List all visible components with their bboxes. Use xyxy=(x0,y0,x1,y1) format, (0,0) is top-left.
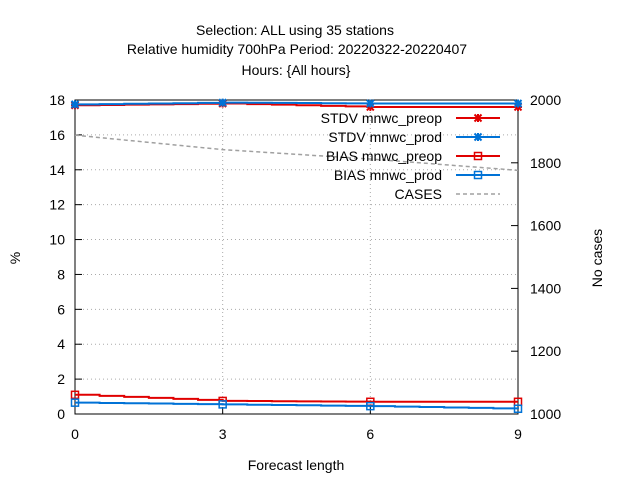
y-tick-label: 16 xyxy=(49,127,65,143)
grid xyxy=(75,100,518,414)
y-tick-label: 18 xyxy=(49,92,65,108)
data-point xyxy=(366,99,375,108)
axes: 0 2 4 6 8 10 12 14 16 18 1000 1200 1400 1600 1800 2000 0… xyxy=(49,92,561,442)
y2-tick-label: 1000 xyxy=(530,406,561,422)
y2-tick-label: 1400 xyxy=(530,280,561,296)
y-tick-label: 14 xyxy=(49,162,65,178)
x-tick-label: 9 xyxy=(514,426,522,442)
data-point xyxy=(513,404,523,414)
series-line xyxy=(74,134,519,172)
plot-frame xyxy=(74,99,519,415)
data-point xyxy=(70,398,80,407)
legend-entry: BIAS mnwc_preop xyxy=(326,148,500,164)
x-axis-label: Forecast length xyxy=(248,457,345,473)
series-line xyxy=(75,101,518,106)
chart-title-line-1: Selection: ALL using 35 stations xyxy=(196,22,394,38)
y-tick-label: 8 xyxy=(57,266,65,282)
y-axis-label: % xyxy=(7,252,23,264)
series-stdv-mnwc_preop xyxy=(70,99,523,112)
y-tick-label: 0 xyxy=(57,406,65,422)
series-layer xyxy=(70,98,523,414)
legend-marker xyxy=(473,151,483,161)
series-stdv-mnwc_prod xyxy=(70,98,523,109)
chart-title: Selection: ALL using 35 stations Relativ… xyxy=(127,22,467,78)
legend-entry: STDV mnwc_preop xyxy=(321,110,500,126)
x-tick-label: 0 xyxy=(71,426,79,442)
y-tick-label: 10 xyxy=(49,232,65,248)
legend-entry: CASES xyxy=(395,186,500,202)
legend-label: CASES xyxy=(395,186,442,202)
legend-entry: BIAS mnwc_prod xyxy=(334,167,500,183)
legend-marker xyxy=(473,113,483,123)
legend-label: BIAS mnwc_prod xyxy=(334,167,442,183)
data-point xyxy=(218,400,227,409)
y2-tick-label: 1800 xyxy=(530,155,561,171)
y-tick-label: 4 xyxy=(57,336,65,352)
x-tick-label: 6 xyxy=(366,426,374,442)
data-point xyxy=(366,401,375,411)
y2-tick-label: 2000 xyxy=(530,92,561,108)
legend-label: BIAS mnwc_preop xyxy=(326,148,442,164)
legend: STDV mnwc_preop STDV mnwc_prod BIAS mnwc_p… xyxy=(321,110,500,202)
legend-label: STDV mnwc_preop xyxy=(321,110,443,126)
y2-tick-label: 1600 xyxy=(530,218,561,234)
legend-label: STDV mnwc_prod xyxy=(328,129,442,145)
legend-entry: STDV mnwc_prod xyxy=(328,129,500,145)
y-tick-label: 6 xyxy=(57,301,65,317)
series-line xyxy=(75,393,518,403)
data-point xyxy=(513,99,523,108)
series-line xyxy=(75,401,519,410)
data-point xyxy=(70,100,80,109)
y2-tick-label: 1200 xyxy=(530,343,561,359)
x-tick-label: 3 xyxy=(219,426,227,442)
legend-marker xyxy=(473,170,483,180)
chart-title-line-3: Hours: {All hours} xyxy=(242,62,351,78)
y2-axis-label: No cases xyxy=(589,229,605,287)
y-tick-label: 2 xyxy=(57,371,65,387)
data-point xyxy=(218,98,227,107)
series-cases xyxy=(74,134,519,172)
legend-marker xyxy=(473,132,483,142)
data-point xyxy=(70,390,80,400)
y-tick-label: 12 xyxy=(49,197,65,213)
series-bias-mnwc_prod xyxy=(70,398,523,414)
chart-title-line-2: Relative humidity 700hPa Period: 2022032… xyxy=(127,41,467,57)
